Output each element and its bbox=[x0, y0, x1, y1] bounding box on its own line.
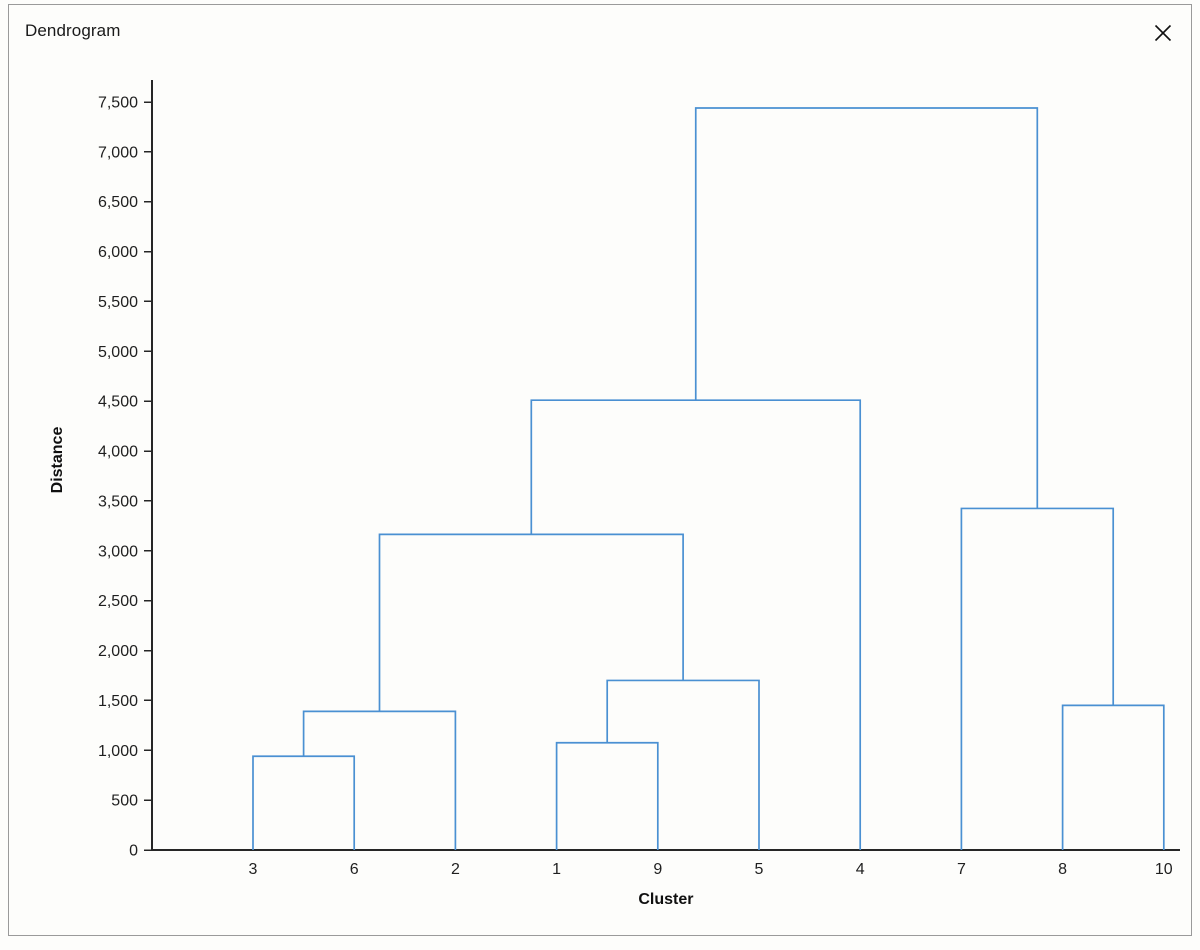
close-icon bbox=[1154, 24, 1172, 42]
window-frame: Dendrogram bbox=[8, 4, 1192, 936]
page-title: Dendrogram bbox=[25, 21, 121, 40]
close-button[interactable] bbox=[1147, 17, 1179, 49]
title-bar: Dendrogram bbox=[9, 5, 1191, 59]
